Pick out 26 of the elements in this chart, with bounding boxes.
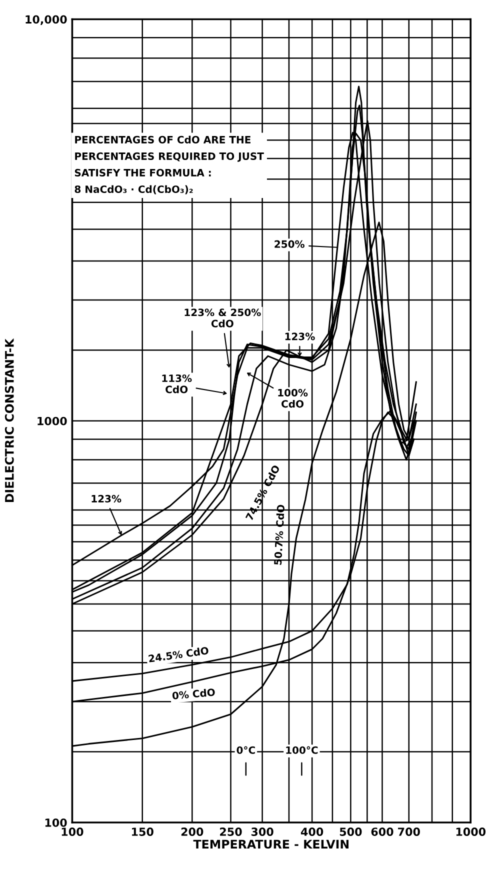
x-tick-label: 700 — [398, 828, 420, 836]
annotation: 0% CdO — [172, 688, 216, 700]
annotation: 0°C — [236, 746, 255, 754]
annotation: 123% — [92, 494, 122, 502]
y-tick-label: 10,000 — [26, 15, 67, 26]
x-axis-title: TEMPERATURE - KELVIN — [193, 840, 348, 849]
x-tick-label: 600 — [371, 828, 394, 836]
annotation: 24.5% CdO — [148, 646, 209, 662]
annotation: 123% & 250% CdO — [184, 308, 261, 328]
x-tick-label: 150 — [132, 828, 154, 836]
x-tick-label: 1000 — [456, 828, 486, 836]
annotation: 123% — [285, 332, 315, 340]
annotation: PERCENTAGES OF CdO ARE THE PERCENTAGES REQUIRED TO JUST SATISFY THE FORMULA : 8 NaCdO₃ · Cd(CbO₃)₂ — [74, 136, 264, 194]
y-tick-label: 1000 — [38, 416, 67, 426]
x-tick-label: 500 — [340, 828, 362, 836]
x-tick-label: 250 — [220, 828, 242, 836]
annotation: 100% CdO — [278, 388, 308, 408]
annotation: 113% CdO — [162, 374, 192, 394]
annotation: 250% — [274, 240, 304, 248]
x-tick-label: 200 — [181, 828, 204, 836]
x-tick-label: 300 — [251, 828, 274, 836]
y-axis-title: DIELECTRIC CONSTANT-K — [4, 338, 14, 502]
x-tick-label: 400 — [300, 828, 324, 836]
y-tick-label: 100 — [45, 818, 67, 827]
annotation: 100°C — [286, 746, 318, 754]
x-tick-label: 100 — [62, 828, 84, 836]
